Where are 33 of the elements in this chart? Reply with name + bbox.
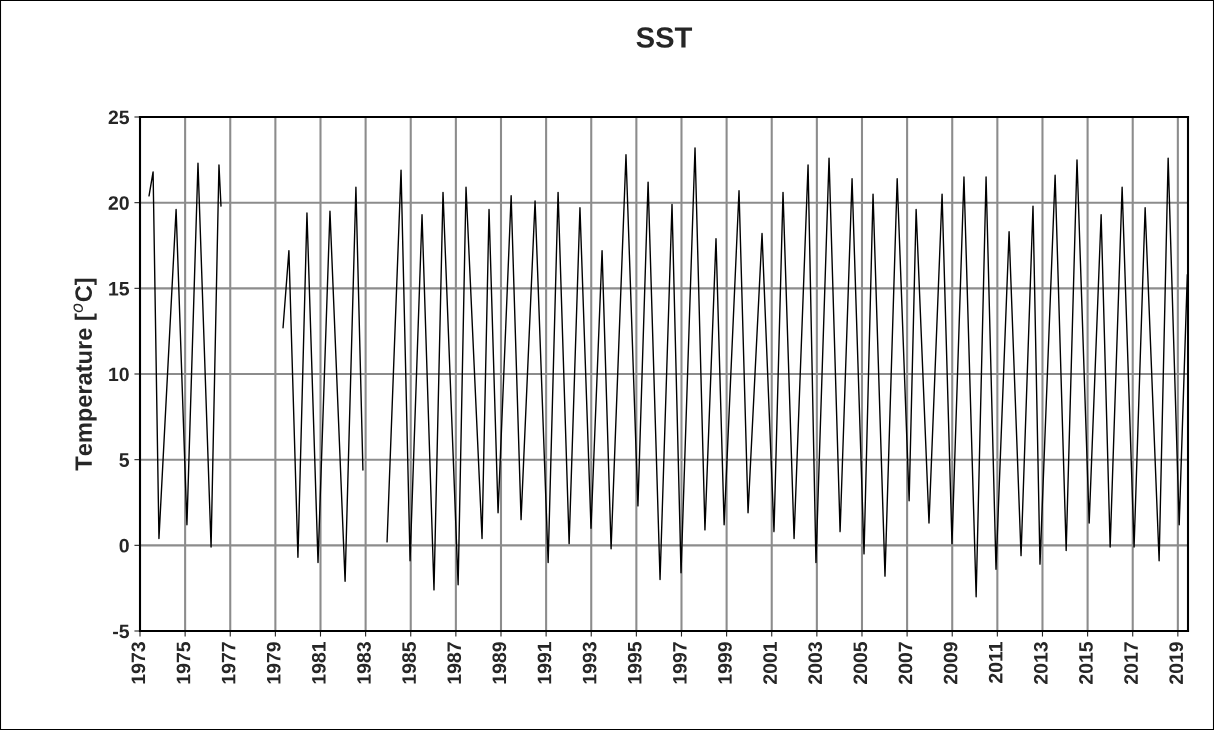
x-tick-label: 1977 bbox=[221, 642, 236, 684]
x-tick-label: 1995 bbox=[627, 641, 642, 684]
x-tick-label: 2009 bbox=[943, 642, 958, 684]
x-tick-label: 1979 bbox=[266, 642, 281, 684]
x-tick-label: 1973 bbox=[131, 642, 146, 684]
x-tick-label: 1997 bbox=[672, 642, 687, 684]
x-tick-label: 1989 bbox=[492, 642, 507, 684]
y-tick-label: -5 bbox=[113, 624, 130, 639]
y-tick-label: 5 bbox=[119, 453, 130, 467]
x-tick-label: 2003 bbox=[808, 642, 823, 684]
x-tick-label: 1975 bbox=[176, 641, 191, 684]
x-tick-label: 1991 bbox=[537, 641, 552, 684]
x-tick-label: 1981 bbox=[311, 641, 326, 684]
chart-title: SST bbox=[636, 27, 693, 48]
x-tick-label: 1987 bbox=[447, 642, 462, 684]
x-tick-label: 2013 bbox=[1033, 642, 1048, 684]
y-tick-label: 25 bbox=[108, 110, 130, 125]
x-tick-label: 2017 bbox=[1124, 642, 1138, 684]
y-tick-label: 15 bbox=[109, 282, 130, 296]
x-tick-label: 1983 bbox=[357, 642, 371, 684]
x-tick-label: 1985 bbox=[402, 641, 416, 684]
x-tick-label: 2015 bbox=[1079, 641, 1093, 684]
x-tick-label: 2019 bbox=[1169, 642, 1184, 684]
y-tick-label: 0 bbox=[119, 538, 129, 553]
x-tick-label: 2001 bbox=[763, 641, 777, 684]
y-tick-label: 20 bbox=[108, 196, 129, 210]
x-tick-label: 1999 bbox=[718, 642, 732, 684]
x-tick-label: 2005 bbox=[853, 641, 868, 684]
x-tick-label: 2011 bbox=[988, 641, 1003, 683]
x-tick-label: 1993 bbox=[582, 642, 597, 684]
y-axis-title: Temperature [$^{o}$C] bbox=[73, 278, 97, 471]
x-tick-label: 2007 bbox=[898, 642, 913, 684]
y-tick-label: 10 bbox=[109, 367, 129, 382]
